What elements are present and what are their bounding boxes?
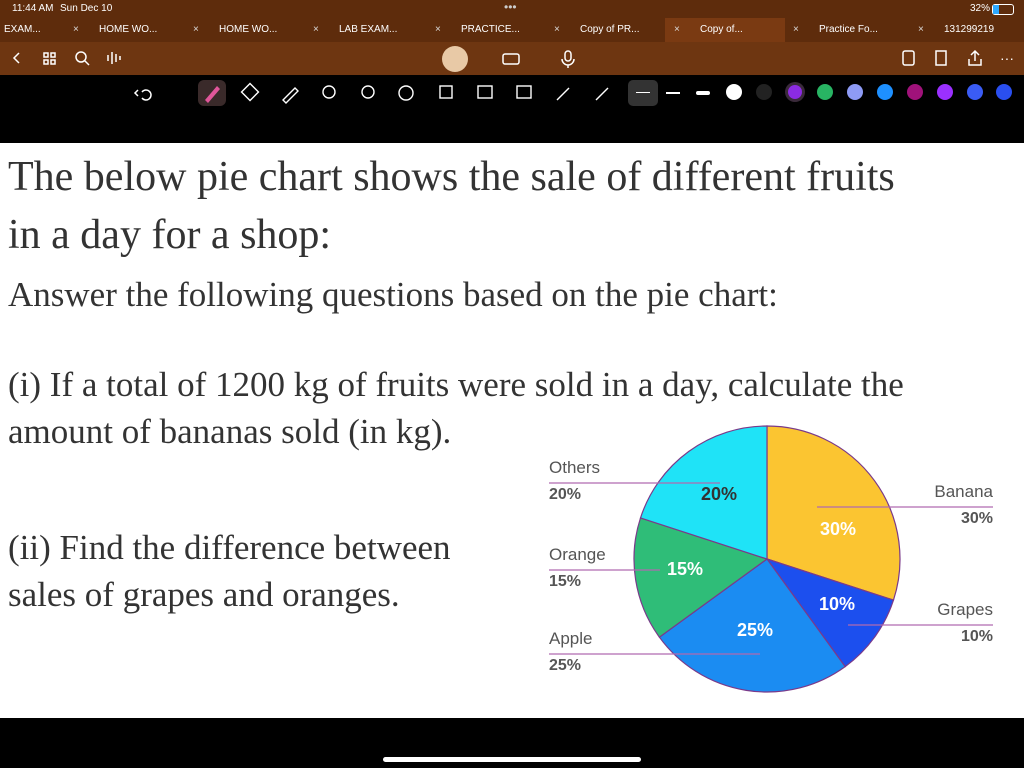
tab-close[interactable]: × [674, 24, 680, 35]
multitask-dots[interactable]: ••• [504, 0, 517, 14]
category-value-label: 25% [549, 657, 581, 674]
tab[interactable]: HOME WO... [219, 24, 278, 35]
tab-close[interactable]: × [918, 24, 924, 35]
category-label: Others [549, 458, 600, 477]
tab[interactable]: EXAM... [4, 24, 41, 35]
category-label: Apple [549, 629, 592, 648]
category-label: Orange [549, 545, 606, 564]
question: sales of grapes and oranges. [8, 575, 400, 614]
slice-value-label: 30% [820, 519, 856, 539]
more-icon[interactable]: ··· [1000, 50, 1014, 66]
pencil-mode[interactable] [442, 46, 468, 72]
tab[interactable]: LAB EXAM... [339, 24, 398, 35]
category-label: Banana [934, 482, 993, 501]
tab-close[interactable]: × [73, 24, 79, 35]
slice-value-label: 20% [701, 484, 737, 504]
tab-close[interactable]: × [193, 24, 199, 35]
slice-value-label: 25% [737, 620, 773, 640]
question: (i) If a total of 1200 kg of fruits were… [8, 365, 904, 404]
tab-close[interactable]: × [793, 24, 799, 35]
tab-close[interactable]: × [554, 24, 560, 35]
category-value-label: 20% [549, 486, 581, 503]
slice-value-label: 15% [667, 559, 703, 579]
pie-slice [633, 517, 769, 639]
slice-value-label: 10% [819, 594, 855, 614]
tab[interactable]: Practice Fo... [819, 24, 878, 35]
tab-close[interactable]: × [313, 24, 319, 35]
home-indicator [383, 757, 641, 762]
title: The below pie chart shows the sale of di… [8, 154, 895, 200]
battery-level: 32% [970, 3, 991, 14]
pie-chart: Banana 30% 30% Grapes 10% 10% Apple 25% 25% Orang… [549, 425, 994, 693]
category-label: Grapes [937, 600, 993, 619]
pie-slice [766, 425, 901, 601]
status-date: Sun Dec 10 [60, 3, 113, 14]
pie-slice [765, 557, 895, 668]
category-value-label: 15% [549, 573, 581, 590]
question: (ii) Find the difference between [8, 528, 451, 567]
tab[interactable]: PRACTICE... [461, 24, 520, 35]
tab[interactable]: Copy of PR... [580, 24, 640, 35]
battery-icon [992, 4, 1014, 15]
instruction: Answer the following questions based on … [8, 275, 778, 314]
document-page: The below pie chart shows the sale of di… [0, 143, 1024, 718]
toolbar [0, 42, 1024, 75]
tab[interactable]: Copy of... [700, 24, 743, 35]
pie-slice [639, 425, 768, 560]
toolbar-icons: ··· [12, 46, 1014, 106]
tab-close[interactable]: × [435, 24, 441, 35]
title: in a day for a shop: [8, 212, 332, 258]
tab[interactable]: HOME WO... [99, 24, 158, 35]
tab[interactable]: 131299219 [944, 24, 995, 35]
category-value-label: 10% [961, 628, 993, 645]
category-value-label: 30% [961, 510, 993, 527]
question: amount of bananas sold (in kg). [8, 412, 452, 451]
active-tab-bg [665, 18, 785, 42]
status-time: 11:44 AM [12, 3, 54, 14]
